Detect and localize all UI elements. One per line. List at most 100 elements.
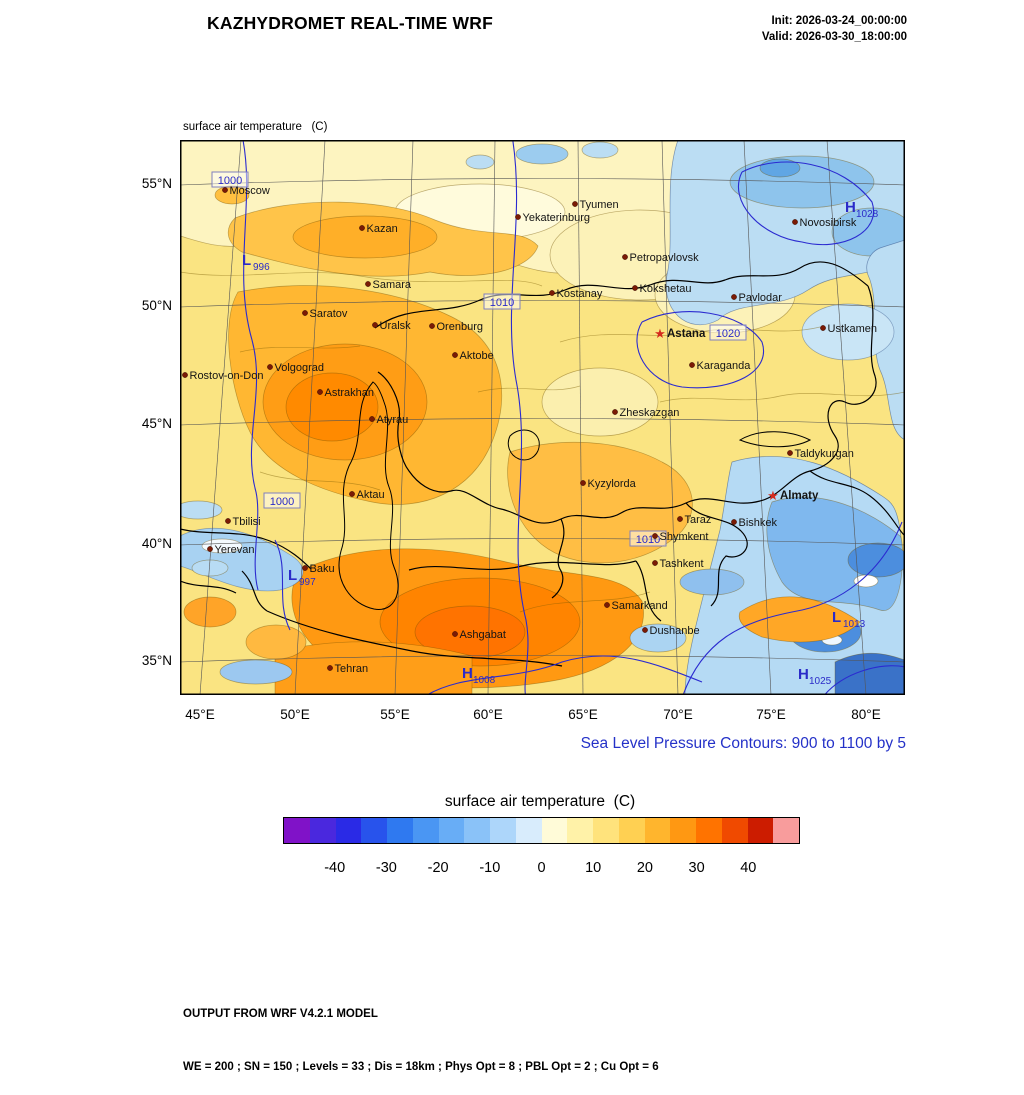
- city-dot-icon: [515, 214, 521, 220]
- city-marker: Kazan: [359, 223, 398, 235]
- graticule: [179, 139, 906, 696]
- city-dot-icon: [365, 281, 371, 287]
- city-label: Kazan: [367, 223, 398, 235]
- city-dot-icon: [372, 322, 378, 328]
- svg-text:H: H: [462, 665, 473, 682]
- colorbar-tick-label: 10: [585, 860, 602, 876]
- lat-tick-label: 40°N: [141, 536, 172, 551]
- city-dot-icon: [302, 310, 308, 316]
- contour-note: Sea Level Pressure Contours: 900 to 1100…: [580, 735, 906, 752]
- city-label: Moscow: [230, 185, 270, 197]
- lon-tick-label: 80°E: [851, 707, 881, 722]
- colorbar-tick-label: 0: [537, 860, 546, 876]
- city-label: Saratov: [310, 308, 348, 320]
- valid-time: Valid: 2026-03-30_18:00:00: [761, 31, 907, 44]
- city-label: Samarkand: [612, 600, 668, 612]
- lon-tick-label: 45°E: [185, 707, 215, 722]
- city-label: Rostov-on-Don: [190, 370, 264, 382]
- capital-star-icon: ★: [654, 326, 666, 341]
- colorbar-segment: [515, 818, 542, 843]
- pressure-label: 1020: [709, 324, 747, 341]
- lon-tick-label: 50°E: [280, 707, 310, 722]
- svg-text:L: L: [242, 252, 251, 269]
- city-marker: Samarkand: [604, 600, 668, 612]
- city-marker: Volgograd: [267, 362, 324, 374]
- colorbar-segment: [696, 818, 722, 843]
- city-label: Taraz: [685, 514, 712, 526]
- pressure-label: H 1028: [845, 199, 879, 220]
- pressure-label: H 1008: [462, 665, 496, 686]
- city-marker: Zheskazgan: [612, 407, 679, 419]
- lon-tick-label: 65°E: [568, 707, 598, 722]
- city-label: Baku: [310, 563, 335, 575]
- colorbar-tick-label: -10: [479, 860, 501, 876]
- lon-tick-label: 60°E: [473, 707, 503, 722]
- city-dot-icon: [642, 627, 648, 633]
- city-marker: Petropavlovsk: [622, 252, 699, 264]
- city-marker: Kyzylorda: [580, 478, 637, 490]
- city-dot-icon: [787, 450, 793, 456]
- city-label: Tbilisi: [233, 516, 261, 528]
- city-dot-icon: [632, 285, 638, 291]
- lat-tick-label: 35°N: [141, 653, 172, 668]
- svg-text:1000: 1000: [270, 496, 294, 508]
- city-dot-icon: [222, 187, 228, 193]
- city-label: Astrakhan: [325, 387, 375, 399]
- pressure-label: L 1013: [832, 609, 866, 630]
- city-label: Shymkent: [660, 531, 709, 543]
- pressure-label: 1000: [263, 492, 301, 509]
- city-label: Orenburg: [437, 321, 483, 333]
- lon-tick-label: 55°E: [380, 707, 410, 722]
- map-frame: [180, 140, 905, 695]
- city-marker-capital: ★ Astana: [654, 326, 706, 341]
- city-label: Astana: [667, 328, 706, 340]
- colorbar-segment: [335, 818, 362, 843]
- init-time: Init: 2026-03-24_00:00:00: [771, 15, 907, 27]
- city-label: Tehran: [335, 663, 369, 675]
- city-marker: Dushanbe: [642, 625, 700, 637]
- lat-tick-label: 45°N: [141, 416, 172, 431]
- city-label: Atyrau: [377, 414, 409, 426]
- city-dot-icon: [452, 631, 458, 637]
- city-label: Tyumen: [580, 199, 619, 211]
- city-label: Uralsk: [380, 320, 412, 332]
- city-marker: Pavlodar: [731, 292, 782, 304]
- city-marker: Astrakhan: [317, 387, 374, 399]
- city-label: Taldykurgan: [795, 448, 854, 460]
- city-dot-icon: [429, 323, 435, 329]
- capital-star-icon: ★: [767, 488, 779, 503]
- field-label-temperature: surface air temperature (C): [183, 121, 328, 134]
- city-dot-icon: [225, 518, 231, 524]
- lon-tick-label: 75°E: [756, 707, 786, 722]
- colorbar-segment: [464, 818, 490, 843]
- city-marker: Saratov: [302, 308, 348, 320]
- colorbar-segment: [412, 818, 439, 843]
- city-marker: Tashkent: [652, 558, 704, 570]
- city-marker: Tyumen: [572, 199, 619, 211]
- city-dot-icon: [359, 225, 365, 231]
- city-dot-icon: [182, 372, 188, 378]
- city-label: Kyzylorda: [588, 478, 637, 490]
- country-borders: [179, 261, 906, 667]
- city-marker: Uralsk: [372, 320, 411, 332]
- colorbar-segment: [567, 818, 593, 843]
- city-label: Yerevan: [215, 544, 255, 556]
- city-dot-icon: [572, 201, 578, 207]
- footer-model-line: OUTPUT FROM WRF V4.2.1 MODEL: [183, 1007, 378, 1020]
- city-label: Zheskazgan: [620, 407, 680, 419]
- svg-text:1010: 1010: [490, 297, 514, 309]
- city-marker: Tehran: [327, 663, 368, 675]
- pressure-label: L 996: [242, 252, 270, 273]
- city-label: Novosibirsk: [800, 217, 857, 229]
- city-label: Kokshetau: [640, 283, 692, 295]
- pressure-label: 1010: [483, 293, 521, 310]
- lat-tick-label: 55°N: [141, 176, 172, 191]
- city-dot-icon: [452, 352, 458, 358]
- city-marker: Kostanay: [549, 288, 603, 300]
- temperature-field: [173, 139, 913, 696]
- svg-text:1013: 1013: [843, 619, 866, 630]
- city-dot-icon: [549, 290, 555, 296]
- city-label: Aktobe: [460, 350, 494, 362]
- city-label: Almaty: [780, 490, 819, 502]
- city-label: Ustkamen: [828, 323, 878, 335]
